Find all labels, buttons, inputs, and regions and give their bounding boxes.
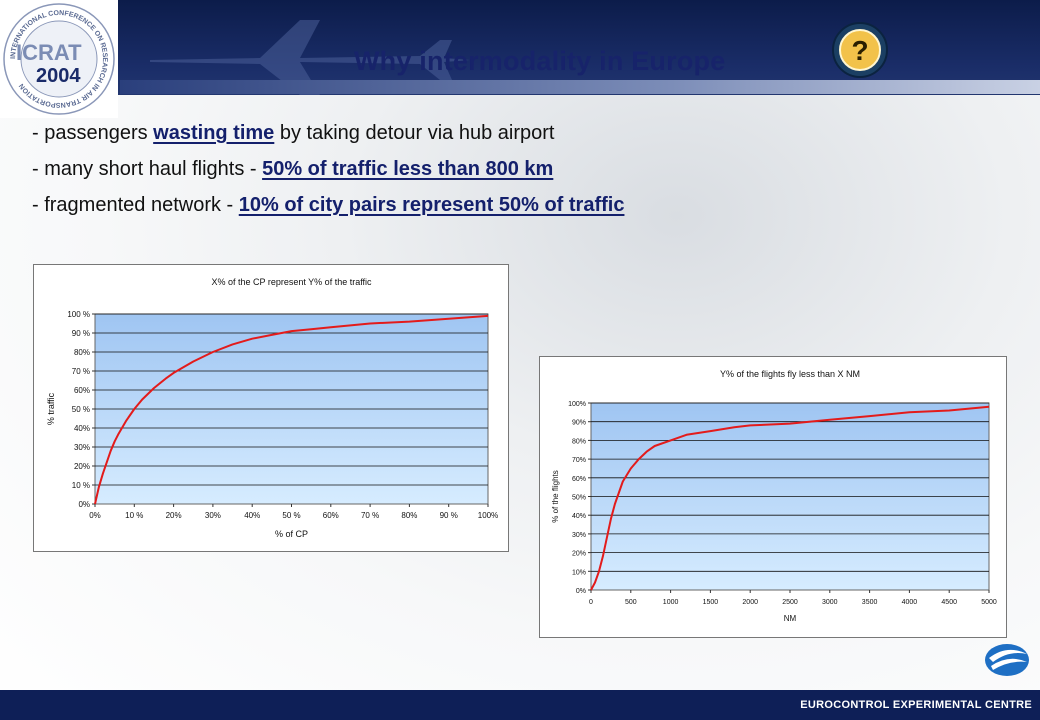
x-tick-label: 90 % [440,511,458,520]
x-tick-label: 40% [244,511,260,520]
y-axis-label: % of the flights [551,470,560,522]
x-tick-label: 2500 [782,599,798,606]
y-tick-label: 60% [74,386,90,395]
x-tick-label: 3500 [862,599,878,606]
chart-city-pairs-svg: 0% 10 % 20% 30% 40% 50 % 60% 70 % 80% 90 % 100 % 0%… [46,277,498,539]
x-tick-label: 500 [625,599,637,606]
x-tick-label: 5000 [981,599,997,606]
y-tick-label: 20% [572,551,586,558]
header-accent-band [120,80,1040,94]
bullet-list: - passengers wasting time by taking deto… [32,118,624,226]
chart-city-pairs: 0% 10 % 20% 30% 40% 50 % 60% 70 % 80% 90 % 100 % 0%… [33,264,509,552]
y-axis-label: % traffic [46,392,56,425]
y-tick-label: 60% [572,476,586,483]
y-tick-label: 90 % [72,329,90,338]
x-tick-label: 30% [205,511,221,520]
y-tick-label: 70% [572,457,586,464]
x-tick-label: 4000 [902,599,918,606]
question-mark-icon: ? [830,20,890,80]
bullet-item: - many short haul flights - 50% of traff… [32,154,624,190]
y-tick-label: 50 % [72,405,90,414]
series-line [590,405,990,591]
x-axis-label: % of CP [275,529,308,539]
bullet-text: - many short haul flights - [32,158,263,180]
y-tick-label: 70 % [72,367,90,376]
x-tick-label: 10 % [125,511,143,520]
logo-year: 2004 [36,65,81,87]
bullet-text: - passengers [32,122,154,144]
y-tick-label: 0% [78,500,90,509]
x-tick-label: 50 % [282,511,300,520]
y-tick-label: 10 % [72,481,90,490]
x-tick-label: 100% [478,511,498,520]
question-mark-glyph: ? [851,35,868,66]
bullet-highlight: wasting time [153,122,275,144]
x-tick-label: 4500 [941,599,957,606]
y-tick-label: 50% [572,495,586,502]
y-tick-label: 40% [74,424,90,433]
icrat-logo: INTERNATIONAL CONFERENCE ON RESEARCH IN … [0,0,118,118]
y-tick-label: 80% [572,438,586,445]
y-tick-label: 100 % [67,310,90,319]
y-tick-label: 30% [74,443,90,452]
x-tick-label: 20% [166,511,182,520]
chart-title: X% of the CP represent Y% of the traffic [211,277,372,287]
bullet-text: by taking detour via hub airport [274,122,555,144]
x-tick-label: 80% [401,511,417,520]
logo-name: ICRAT [16,40,82,65]
y-tick-label: 20% [74,462,90,471]
x-tick-label: 1000 [663,599,679,606]
chart-flight-distance-svg: 0% 10% 20% 30% 40% 50% 60% 70% 80% 90% 100% 0 500 100… [551,369,997,623]
y-tick-label: 100% [568,401,586,408]
y-tick-label: 90% [572,420,586,427]
x-tick-label: 2000 [742,599,758,606]
bullet-highlight: 10% of city pairs represent 50% of traff… [238,194,625,216]
x-tick-label: 3000 [822,599,838,606]
bullet-item: - fragmented network - 10% of city pairs… [32,190,624,226]
y-tick-label: 40% [572,513,586,520]
x-tick-label: 1500 [703,599,719,606]
slide-title: Why intermodality in Europe [354,46,726,76]
bullet-item: - passengers wasting time by taking deto… [32,118,624,154]
y-tick-label: 10% [572,569,586,576]
x-tick-label: 0 [589,599,593,606]
eurocontrol-logo-icon [983,640,1031,680]
bullet-highlight: 50% of traffic less than 800 km [262,158,554,180]
series-line [94,314,489,505]
chart-flight-distance: 0% 10% 20% 30% 40% 50% 60% 70% 80% 90% 100% 0 500 100… [539,356,1007,638]
y-tick-label: 0% [576,588,586,595]
footer-bar: EUROCONTROL EXPERIMENTAL CENTRE [0,690,1040,720]
footer-text: EUROCONTROL EXPERIMENTAL CENTRE [800,699,1032,711]
x-tick-label: 60% [323,511,339,520]
x-tick-label: 70 % [361,511,379,520]
chart-title: Y% of the flights fly less than X NM [720,369,860,379]
x-axis-label: NM [784,614,797,623]
bullet-text: - fragmented network - [32,194,239,216]
y-tick-label: 30% [572,532,586,539]
x-tick-label: 0% [89,511,101,520]
y-tick-label: 80% [74,348,90,357]
